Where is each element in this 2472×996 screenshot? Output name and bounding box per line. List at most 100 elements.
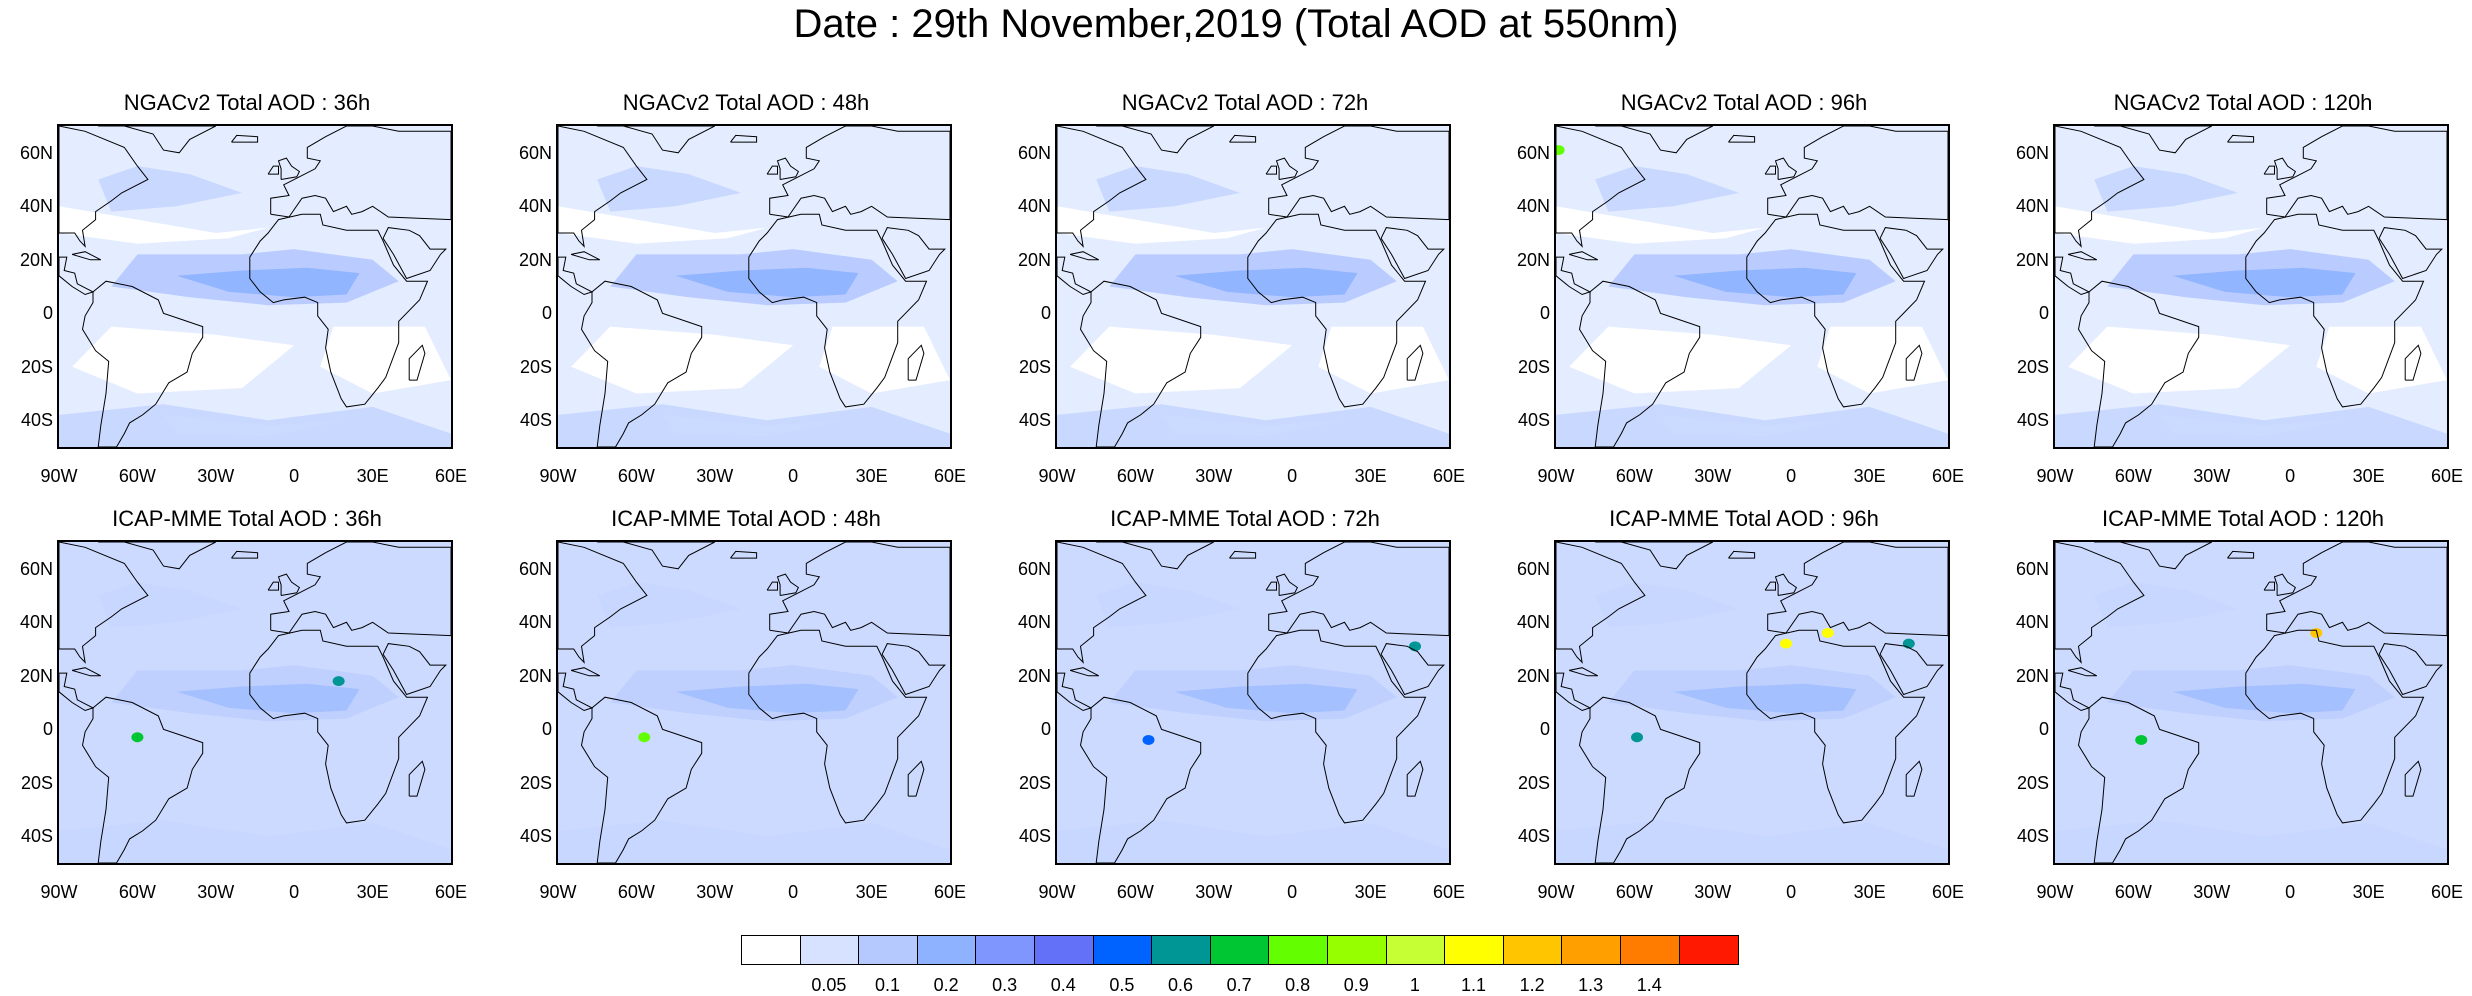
aerosol-band [1057, 404, 1449, 447]
longitude-tick-label: 30W [197, 466, 235, 486]
latitude-tick-label: 40S [20, 826, 53, 847]
latitude-tick-label: 40S [1517, 826, 1550, 847]
low-aod-area [2068, 326, 2291, 394]
colorbar-swatch [916, 935, 977, 965]
coastline-europe [270, 542, 451, 637]
latitude-tick-label: 40S [2016, 826, 2049, 847]
aod-map [1057, 542, 1449, 863]
panel-title: NGACv2 Total AOD : 72h [1121, 90, 1369, 115]
longitude-tick-label: 0 [788, 466, 799, 486]
longitude-tick-label: 60W [1615, 882, 1653, 902]
aerosol-band [1673, 683, 1857, 714]
coastline-greenland [2094, 126, 2213, 154]
low-aod-area [558, 206, 768, 244]
coastline-southAmerica [1578, 696, 1701, 863]
aerosol-band [98, 582, 242, 628]
coastline-arabia [1879, 227, 1945, 280]
aod-hotspot [131, 732, 144, 743]
longitude-tick-label: 30E [2352, 466, 2385, 486]
figure-title: Date : 29th November,2019 (Total AOD at … [793, 2, 1679, 46]
latitude-tick-label: 20N [2015, 665, 2049, 686]
coastline-centralAm [558, 256, 594, 296]
latitude-tick-label: 20S [1018, 772, 1051, 793]
coastline-greenland [98, 126, 217, 154]
panel-title: ICAP-MME Total AOD : 96h [1609, 506, 1879, 531]
longitude-tick-label: 0 [1786, 882, 1797, 902]
latitude-tick-label: 60N [1516, 142, 1550, 163]
latitude-tick-label: 20S [519, 356, 552, 377]
longitude-tick-label: 60W [1116, 882, 1154, 902]
coastline-centralAm [1556, 672, 1592, 712]
coastline-europe [1268, 542, 1449, 637]
map-panel: ICAP-MME Total AOD : 36h 60N 40N 20N 0 20S 40S… [17, 506, 487, 926]
coastline-ireland [1764, 165, 1776, 175]
colorbar-label: 0.1 [874, 975, 901, 995]
coastline-greenland [2094, 542, 2213, 570]
colorbar-swatch [1092, 935, 1153, 965]
latitude-tick-label: 40N [2015, 612, 2049, 633]
aod-hotspot [1631, 732, 1644, 743]
longitude-tick-label: 0 [1287, 466, 1298, 486]
coastline-southAmerica [1079, 280, 1202, 447]
longitude-tick-label: 0 [1786, 466, 1797, 486]
coastline-ireland [2263, 165, 2275, 175]
colorbar-label: 0.05 [811, 975, 847, 995]
latitude-tick-label: 60N [2015, 142, 2049, 163]
aod-hotspot [1779, 638, 1792, 649]
coastline-arabia [881, 643, 947, 696]
coastline-madagascar [907, 344, 925, 381]
longitude-tick-label: 0 [2285, 882, 2296, 902]
colorbar-label: 0.3 [992, 975, 1018, 995]
coastline-cuba [1568, 667, 1599, 677]
colorbar-label: 1.3 [1578, 975, 1604, 995]
latitude-tick-label: 40N [19, 196, 53, 217]
longitude-tick-label: 90W [2036, 466, 2074, 486]
longitude-tick-label: 30E [2352, 882, 2385, 902]
longitude-tick-label: 30E [1853, 466, 1886, 486]
map-frame [1055, 124, 1451, 449]
coastline-europe [769, 126, 950, 221]
coastline-greenland [1096, 542, 1215, 570]
colorbar-label: 0.9 [1343, 975, 1369, 995]
coastline-cuba [1069, 251, 1100, 261]
low-aod-area [72, 326, 295, 394]
coastline-iceland [231, 550, 259, 559]
coastline-southAmerica [1578, 280, 1701, 447]
coastline-ireland [267, 581, 279, 591]
aerosol-band [2055, 404, 2447, 447]
aerosol-band [1595, 166, 1739, 212]
longitude-tick-label: 60E [933, 882, 967, 902]
latitude-tick-label: 40N [1516, 612, 1550, 633]
panel-title: NGACv2 Total AOD : 36h [123, 90, 371, 115]
aerosol-band [675, 683, 859, 714]
aerosol-band [59, 404, 451, 447]
latitude-tick-label: 60N [1017, 142, 1051, 163]
aod-hotspot [638, 732, 651, 743]
coastline-arabia [1380, 227, 1446, 280]
longitude-tick-label: 90W [1537, 882, 1575, 902]
coastline-uk [277, 157, 301, 180]
coastline-greenland [1096, 126, 1215, 154]
aerosol-band [2172, 267, 2356, 298]
latitude-tick-label: 40N [518, 612, 552, 633]
coastline-cuba [1069, 667, 1100, 677]
map-frame [556, 540, 952, 865]
coastline-africa [2245, 629, 2425, 824]
coastline-iceland [1728, 134, 1756, 143]
aod-map [558, 542, 950, 863]
aod-hotspot [332, 676, 345, 687]
longitude-tick-label: 90W [1537, 466, 1575, 486]
coastline-arabia [2378, 643, 2444, 696]
aod-map [558, 126, 950, 447]
coastline-greenland [597, 542, 716, 570]
coastline-northAmerica [1556, 542, 1646, 664]
coastline-arabia [382, 227, 448, 280]
map-frame [1554, 540, 1950, 865]
coastline-ireland [2263, 581, 2275, 591]
coastline-ireland [1265, 581, 1277, 591]
latitude-tick-label: 40N [518, 196, 552, 217]
aerosol-band [1096, 582, 1240, 628]
longitude-tick-label: 60W [1116, 466, 1154, 486]
latitude-tick-label: 60N [1516, 558, 1550, 579]
aerosol-band [176, 683, 360, 714]
